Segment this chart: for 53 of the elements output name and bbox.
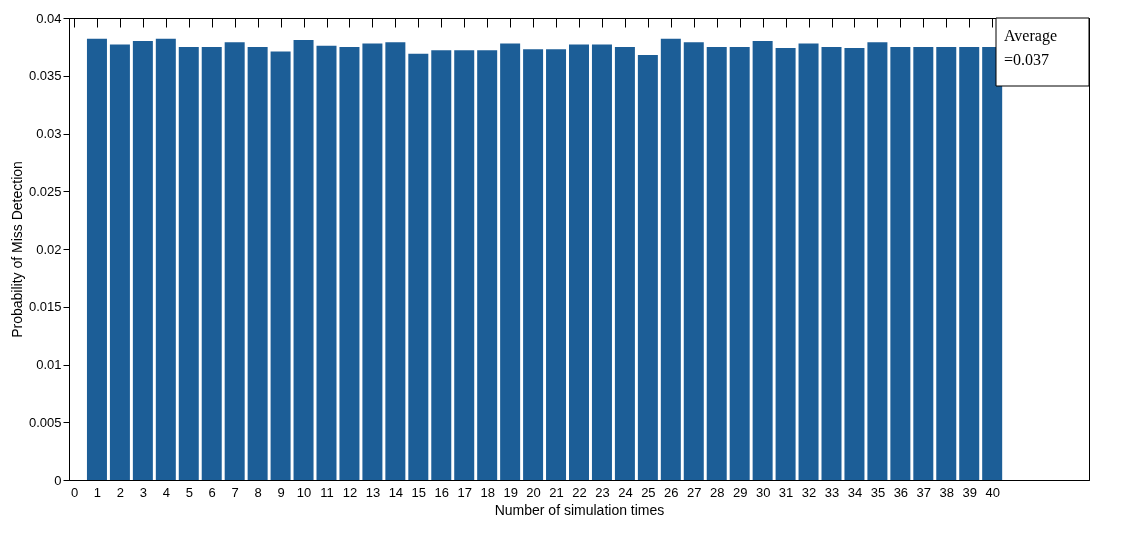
x-tick-label: 40 — [985, 484, 1000, 500]
x-tick-label: 27 — [687, 484, 702, 500]
x-tick-label: 38 — [939, 484, 955, 500]
y-axis-title: Probability of Miss Detection — [8, 161, 25, 338]
x-tick-label: 39 — [962, 484, 977, 500]
x-tick-label: 20 — [526, 484, 541, 500]
y-tick-label: 0.025 — [28, 183, 62, 199]
x-tick-label: 12 — [342, 484, 358, 500]
x-tick-label: 11 — [320, 484, 334, 500]
x-tick-label: 13 — [365, 484, 381, 500]
y-tick-label: 0.01 — [36, 357, 62, 372]
x-tick-label: 7 — [231, 484, 239, 500]
x-tick-label: 10 — [296, 484, 312, 500]
x-tick-label: 6 — [208, 484, 216, 500]
x-tick-label: 35 — [870, 484, 886, 500]
x-tick-label: 2 — [116, 484, 125, 500]
x-axis-title: Number of simulation times — [494, 501, 665, 518]
x-tick-label: 34 — [847, 484, 863, 500]
x-tick-label: 28 — [709, 484, 725, 500]
y-tick-label: 0.035 — [28, 68, 62, 84]
x-tick-label: 16 — [434, 484, 450, 500]
x-tick-label: 17 — [457, 484, 472, 500]
x-tick-label: 1 — [93, 484, 102, 500]
x-tick-label: 23 — [595, 484, 610, 500]
y-tick-label: 0.02 — [36, 241, 62, 257]
y-tick-label: 0.015 — [28, 299, 62, 315]
x-tick-label: 24 — [618, 484, 633, 500]
x-tick-label: 31 — [778, 484, 794, 500]
x-tick-label: 33 — [824, 484, 840, 500]
x-tick-label: 4 — [162, 484, 170, 500]
x-tick-label: 5 — [185, 484, 193, 500]
x-tick-label: 9 — [277, 484, 285, 500]
y-tick-label: 0.005 — [28, 414, 62, 430]
y-tick-label: 0.04 — [36, 10, 62, 26]
x-tick-label: 30 — [755, 484, 771, 500]
x-tick-label: 32 — [801, 484, 817, 500]
x-tick-label: 18 — [480, 484, 495, 500]
x-tick-label: 8 — [254, 484, 262, 500]
x-tick-label: 15 — [411, 484, 427, 500]
x-tick-label: 25 — [641, 484, 656, 500]
x-tick-label: 29 — [732, 484, 748, 500]
x-tick-label: 37 — [916, 484, 932, 500]
x-tick-label: 0 — [70, 484, 79, 500]
x-tick-label: 14 — [388, 484, 404, 500]
y-tick-label: 0 — [54, 472, 62, 488]
x-tick-label: 19 — [503, 484, 518, 500]
x-tick-label: 36 — [893, 484, 909, 500]
x-tick-label: 21 — [549, 484, 564, 500]
x-tick-label: 3 — [139, 484, 147, 500]
y-tick-label: 0.03 — [36, 126, 62, 141]
x-tick-label: 26 — [664, 484, 679, 500]
x-tick-label: 22 — [572, 484, 587, 500]
annotation: Average =0.037 — [1004, 27, 1057, 68]
